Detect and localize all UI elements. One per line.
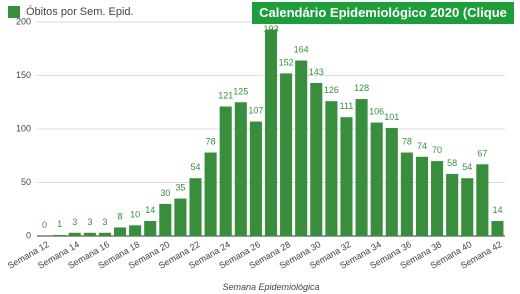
bar — [340, 117, 353, 236]
data-label: 14 — [145, 205, 155, 215]
data-label: 54 — [191, 162, 201, 172]
data-label: 8 — [118, 211, 123, 221]
bar — [53, 234, 66, 236]
legend-label: Óbitos por Sem. Epid. — [26, 5, 134, 18]
data-label: 111 — [340, 101, 354, 111]
bar — [249, 121, 262, 236]
bar — [159, 203, 172, 236]
bar — [68, 232, 81, 236]
data-label: 164 — [294, 45, 309, 55]
bar — [98, 232, 111, 236]
y-tick-label: 150 — [16, 70, 31, 80]
data-label: 70 — [432, 145, 442, 155]
data-label: 54 — [462, 162, 472, 172]
y-tick-label: 100 — [16, 123, 31, 133]
data-label: 1 — [57, 219, 62, 229]
bar — [355, 99, 368, 236]
x-axis-title: Semana Epidemiológica — [222, 282, 319, 292]
bar — [370, 122, 383, 236]
bar — [189, 178, 202, 236]
data-label: 152 — [279, 57, 294, 67]
data-label: 121 — [218, 91, 233, 101]
bar — [113, 227, 127, 236]
y-tick-label: 50 — [21, 177, 31, 187]
data-label: 106 — [369, 107, 384, 117]
data-label: 101 — [384, 112, 399, 122]
bar — [174, 198, 187, 236]
bar — [415, 156, 429, 236]
bar — [325, 101, 338, 237]
data-label: 14 — [492, 205, 502, 215]
data-label: 74 — [417, 141, 427, 151]
bar — [144, 221, 157, 236]
data-label: 67 — [477, 148, 487, 158]
data-label: 143 — [309, 67, 324, 77]
data-label: 3 — [102, 217, 107, 227]
bar — [219, 106, 232, 236]
data-label: 126 — [324, 85, 339, 95]
bar — [461, 178, 474, 236]
bar — [400, 152, 413, 236]
bar — [234, 102, 247, 236]
data-label: 35 — [175, 183, 185, 193]
data-label: 78 — [206, 137, 216, 147]
bar — [204, 152, 217, 236]
y-tick-label: 0 — [26, 230, 31, 240]
bar — [446, 173, 459, 236]
bar — [83, 232, 96, 236]
bar — [431, 161, 444, 236]
data-label: 78 — [402, 137, 412, 147]
data-label: 3 — [87, 217, 92, 227]
data-label: 128 — [354, 83, 369, 93]
bar — [280, 73, 293, 236]
bar — [129, 225, 142, 236]
data-label: 0 — [42, 220, 47, 230]
data-label: 125 — [233, 86, 248, 96]
bar — [491, 221, 504, 236]
data-label: 58 — [447, 158, 457, 168]
bar — [476, 164, 489, 236]
data-label: 10 — [130, 209, 140, 219]
bar — [264, 29, 278, 236]
legend-swatch — [8, 6, 20, 18]
data-label: 107 — [248, 106, 263, 116]
bar — [310, 82, 323, 237]
y-tick-label: 200 — [16, 16, 31, 26]
data-label: 193 — [263, 24, 278, 34]
bar — [295, 60, 308, 236]
data-label: 3 — [72, 217, 77, 227]
data-label: 30 — [160, 188, 170, 198]
calendar-button[interactable]: Calendário Epidemiológico 2020 (Clique A… — [252, 2, 514, 42]
bar — [385, 127, 398, 236]
